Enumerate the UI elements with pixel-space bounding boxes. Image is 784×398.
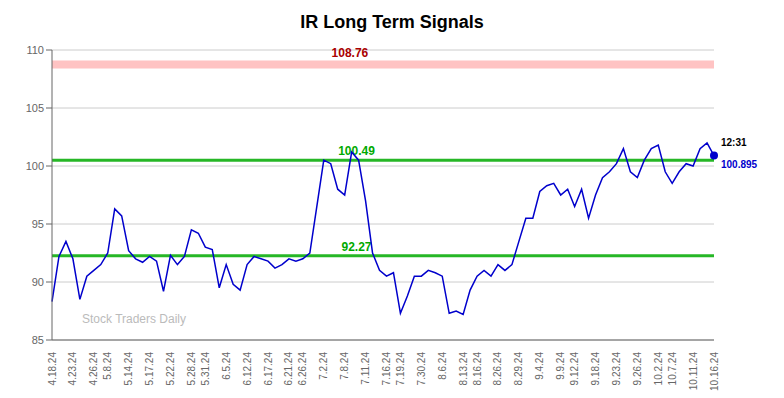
- svg-text:110: 110: [26, 44, 44, 56]
- html-text:IR Long Term Signals: IR Long Term Signals: [300, 12, 484, 32]
- svg-text:5.31.24: 5.31.24: [200, 352, 211, 386]
- svg-text:7.8.24: 7.8.24: [339, 352, 350, 380]
- svg-text:105: 105: [26, 102, 44, 114]
- svg-text:7.2.24: 7.2.24: [318, 352, 329, 380]
- svg-text:8.6.24: 8.6.24: [437, 352, 448, 380]
- svg-text:90: 90: [32, 276, 44, 288]
- svg-text:9.26.24: 9.26.24: [632, 352, 643, 386]
- svg-text:8.13.24: 8.13.24: [458, 352, 469, 386]
- svg-text:9.9.24: 9.9.24: [555, 352, 566, 380]
- svg-text:9.18.24: 9.18.24: [590, 352, 601, 386]
- svg-text:8.29.24: 8.29.24: [513, 352, 524, 386]
- svg-text:6.12.24: 6.12.24: [242, 352, 253, 386]
- svg-text:10.2.24: 10.2.24: [653, 352, 664, 386]
- svg-text:7.11.24: 7.11.24: [360, 352, 371, 385]
- svg-text:5.17.24: 5.17.24: [144, 352, 155, 386]
- svg-text:5.22.24: 5.22.24: [165, 352, 176, 386]
- svg-text:10.7.24: 10.7.24: [667, 352, 678, 386]
- svg-text:7.16.24: 7.16.24: [381, 352, 392, 386]
- svg-text:9.4.24: 9.4.24: [534, 352, 545, 380]
- svg-text:4.23.24: 4.23.24: [67, 352, 78, 386]
- svg-text:5.28.24: 5.28.24: [186, 352, 197, 386]
- svg-text:92.27: 92.27: [342, 240, 372, 254]
- svg-text:6.17.24: 6.17.24: [263, 352, 274, 386]
- svg-text:7.19.24: 7.19.24: [395, 352, 406, 386]
- svg-text:12:31: 12:31: [721, 137, 747, 148]
- svg-text:100: 100: [26, 160, 44, 172]
- svg-text:9.23.24: 9.23.24: [611, 352, 622, 386]
- svg-text:8.26.24: 8.26.24: [492, 352, 503, 386]
- svg-text:4.26.24: 4.26.24: [88, 352, 99, 386]
- svg-text:100.49: 100.49: [338, 144, 375, 158]
- svg-text:5.14.24: 5.14.24: [123, 352, 134, 386]
- svg-text:9.12.24: 9.12.24: [569, 352, 580, 386]
- svg-text:4.18.24: 4.18.24: [47, 352, 58, 386]
- svg-text:85: 85: [32, 334, 44, 346]
- svg-text:7.30.24: 7.30.24: [416, 352, 427, 386]
- svg-text:6.26.24: 6.26.24: [297, 352, 308, 386]
- svg-text:8.16.24: 8.16.24: [472, 352, 483, 386]
- svg-text:6.5.24: 6.5.24: [221, 352, 232, 380]
- svg-text:6.21.24: 6.21.24: [283, 352, 294, 386]
- svg-text:108.76: 108.76: [332, 46, 369, 60]
- svg-text:10.11.24: 10.11.24: [688, 352, 699, 391]
- svg-text:10.16.24: 10.16.24: [709, 352, 720, 391]
- html-text:Stock Traders Daily: Stock Traders Daily: [82, 312, 186, 326]
- svg-text:95: 95: [32, 218, 44, 230]
- svg-text:100.895: 100.895: [721, 159, 758, 170]
- svg-text:5.8.24: 5.8.24: [102, 352, 113, 380]
